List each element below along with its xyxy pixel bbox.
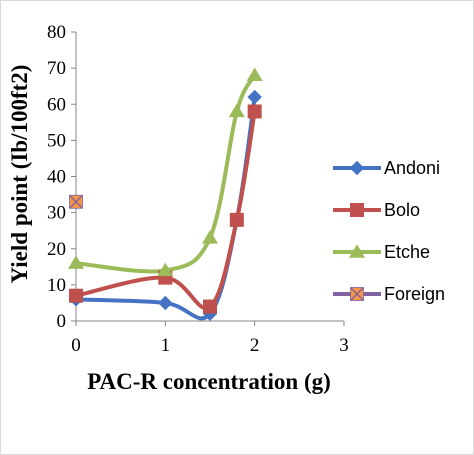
x-tick-label: 1 bbox=[161, 335, 171, 356]
data-point-bolo bbox=[203, 299, 217, 314]
legend-marker-etche bbox=[348, 244, 366, 258]
data-point-andoni bbox=[247, 89, 262, 105]
y-tick-label: 60 bbox=[47, 94, 66, 115]
legend-marker-andoni bbox=[349, 160, 365, 176]
series-line-etche bbox=[74, 73, 257, 274]
legend-label-bolo: Bolo bbox=[384, 200, 420, 220]
x-axis-title: PAC-R concentration (g) bbox=[87, 369, 331, 394]
y-tick-label: 70 bbox=[47, 58, 66, 79]
data-point-etche bbox=[157, 262, 174, 277]
data-point-etche bbox=[228, 103, 245, 118]
data-point-andoni bbox=[158, 295, 173, 311]
y-tick-label: 30 bbox=[47, 203, 66, 224]
series-line-andoni bbox=[74, 95, 257, 321]
x-tick-label: 2 bbox=[250, 335, 260, 356]
x-tick-label: 3 bbox=[339, 335, 349, 356]
y-axis-title: Yield point (Ib/100ft2) bbox=[7, 65, 32, 284]
data-point-bolo bbox=[247, 104, 262, 119]
y-tick-label: 50 bbox=[47, 130, 66, 151]
y-tick-label: 0 bbox=[57, 311, 67, 332]
legend: Andoni Bolo Etche Foreign bbox=[333, 158, 445, 304]
y-tick-label: 80 bbox=[47, 22, 66, 43]
data-point-bolo bbox=[229, 212, 244, 227]
legend-label-etche: Etche bbox=[384, 242, 430, 262]
axes: 0 10 20 30 40 50 60 70 80 0 1 2 3 bbox=[47, 22, 349, 356]
data-point-etche bbox=[201, 230, 219, 244]
legend-label-foreign: Foreign bbox=[384, 284, 445, 304]
legend-label-andoni: Andoni bbox=[384, 158, 440, 178]
data-point-etche bbox=[246, 67, 263, 82]
y-tick-label: 40 bbox=[47, 167, 66, 188]
data-point-foreign-cross bbox=[69, 194, 83, 209]
y-tick-label: 20 bbox=[47, 239, 66, 260]
series-markers bbox=[67, 67, 263, 321]
legend-marker-bolo bbox=[350, 203, 364, 217]
x-tick-label: 0 bbox=[71, 335, 81, 356]
data-point-etche bbox=[67, 255, 85, 269]
y-tick-label: 10 bbox=[47, 275, 66, 296]
data-point-bolo bbox=[69, 288, 83, 303]
legend-marker-foreign-cross bbox=[350, 287, 364, 301]
